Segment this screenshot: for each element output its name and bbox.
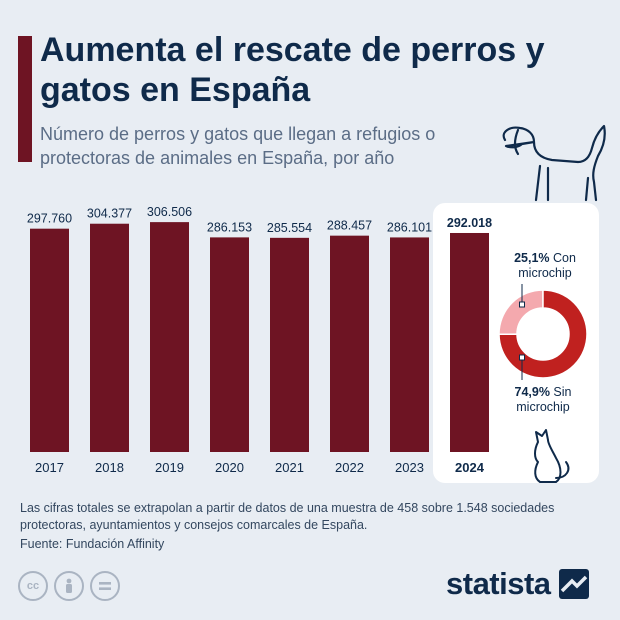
x-tick-2018: 2018 [95,460,124,475]
statista-logo-icon [558,569,589,599]
leader-marker-con [519,301,525,308]
equal-icon[interactable] [90,571,120,601]
bar-2017[interactable] [30,228,69,452]
chart-subtitle: Número de perros y gatos que llegan a re… [40,124,436,168]
bar-2022[interactable] [330,235,369,452]
dog-icon [502,124,606,202]
x-tick-2019: 2019 [155,460,184,475]
leader-marker-sin [519,354,525,361]
person-icon[interactable] [54,571,84,601]
data-label-2021: 285.554 [267,221,312,235]
bar-2024[interactable] [450,232,489,452]
chart-source: Fuente: Fundación Affinity [20,537,165,551]
donut-label-con-microchip: 25,1% Con microchip [514,251,576,280]
data-label-2023: 286.101 [387,220,432,234]
x-tick-2017: 2017 [35,460,64,475]
chart-title: Aumenta el rescate de perros y gatos en … [40,31,545,109]
bar-2023[interactable] [390,237,429,452]
x-tick-2021: 2021 [275,460,304,475]
title-accent-bar [18,36,32,162]
brand[interactable]: statista [446,566,589,602]
bar-2020[interactable] [210,237,249,452]
data-label-2022: 288.457 [327,219,372,233]
license-icons: cc [18,571,120,601]
data-label-2018: 304.377 [87,207,132,221]
brand-name: statista [446,566,551,601]
cc-icon[interactable]: cc [18,571,48,601]
x-tick-2024: 2024 [455,460,485,475]
bar-2019[interactable] [150,222,189,452]
chart-footnote: Las cifras totales se extrapolan a parti… [20,501,555,532]
data-label-2017: 297.760 [27,212,72,226]
data-label-2024: 292.018 [447,216,492,230]
x-tick-2020: 2020 [215,460,244,475]
bar-2021[interactable] [270,237,309,452]
donut-label-sin-microchip: 74,9% Sin microchip [515,385,572,414]
donut-slice-con-microchip[interactable] [498,289,544,336]
data-label-2020: 286.153 [207,220,252,234]
x-tick-2022: 2022 [335,460,364,475]
x-tick-2023: 2023 [395,460,424,475]
bar-2018[interactable] [90,223,129,452]
cat-icon [534,429,570,483]
data-label-2019: 306.506 [147,205,192,219]
